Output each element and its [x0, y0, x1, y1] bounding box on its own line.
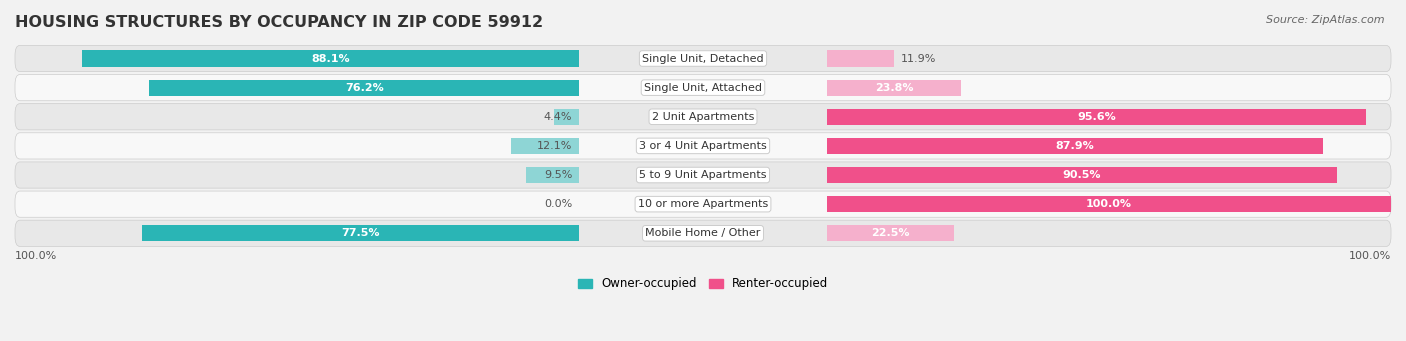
Text: 11.9%: 11.9%	[901, 54, 936, 63]
Text: 100.0%: 100.0%	[15, 251, 58, 261]
Text: 76.2%: 76.2%	[344, 83, 384, 93]
Bar	[526, 167, 579, 183]
Text: 2 Unit Apartments: 2 Unit Apartments	[652, 112, 754, 122]
FancyBboxPatch shape	[15, 75, 1391, 101]
Bar	[827, 196, 1391, 212]
Bar	[827, 109, 1367, 125]
Text: 4.4%: 4.4%	[544, 112, 572, 122]
Text: 3 or 4 Unit Apartments: 3 or 4 Unit Apartments	[640, 141, 766, 151]
Bar	[827, 167, 1337, 183]
Text: 9.5%: 9.5%	[544, 170, 572, 180]
Text: 100.0%: 100.0%	[1085, 199, 1132, 209]
Text: 10 or more Apartments: 10 or more Apartments	[638, 199, 768, 209]
FancyBboxPatch shape	[15, 162, 1391, 188]
Text: 12.1%: 12.1%	[537, 141, 572, 151]
Text: Single Unit, Attached: Single Unit, Attached	[644, 83, 762, 93]
Bar	[142, 225, 579, 241]
Bar	[827, 50, 894, 66]
Text: 87.9%: 87.9%	[1056, 141, 1094, 151]
Bar	[82, 50, 579, 66]
Text: Source: ZipAtlas.com: Source: ZipAtlas.com	[1267, 15, 1385, 25]
Bar	[149, 79, 579, 95]
Bar	[827, 138, 1323, 154]
FancyBboxPatch shape	[15, 133, 1391, 159]
FancyBboxPatch shape	[15, 220, 1391, 247]
Text: 23.8%: 23.8%	[875, 83, 914, 93]
FancyBboxPatch shape	[15, 191, 1391, 217]
Text: Single Unit, Detached: Single Unit, Detached	[643, 54, 763, 63]
Text: 0.0%: 0.0%	[544, 199, 572, 209]
Bar	[827, 225, 953, 241]
Text: 95.6%: 95.6%	[1077, 112, 1116, 122]
Text: 5 to 9 Unit Apartments: 5 to 9 Unit Apartments	[640, 170, 766, 180]
Text: Mobile Home / Other: Mobile Home / Other	[645, 228, 761, 238]
Bar	[827, 79, 962, 95]
Bar	[554, 109, 579, 125]
Text: 77.5%: 77.5%	[342, 228, 380, 238]
Bar	[510, 138, 579, 154]
Text: HOUSING STRUCTURES BY OCCUPANCY IN ZIP CODE 59912: HOUSING STRUCTURES BY OCCUPANCY IN ZIP C…	[15, 15, 543, 30]
Text: 88.1%: 88.1%	[311, 54, 350, 63]
Text: 90.5%: 90.5%	[1063, 170, 1101, 180]
Text: 22.5%: 22.5%	[872, 228, 910, 238]
Legend: Owner-occupied, Renter-occupied: Owner-occupied, Renter-occupied	[572, 273, 834, 295]
FancyBboxPatch shape	[15, 45, 1391, 72]
Text: 100.0%: 100.0%	[1348, 251, 1391, 261]
FancyBboxPatch shape	[15, 104, 1391, 130]
